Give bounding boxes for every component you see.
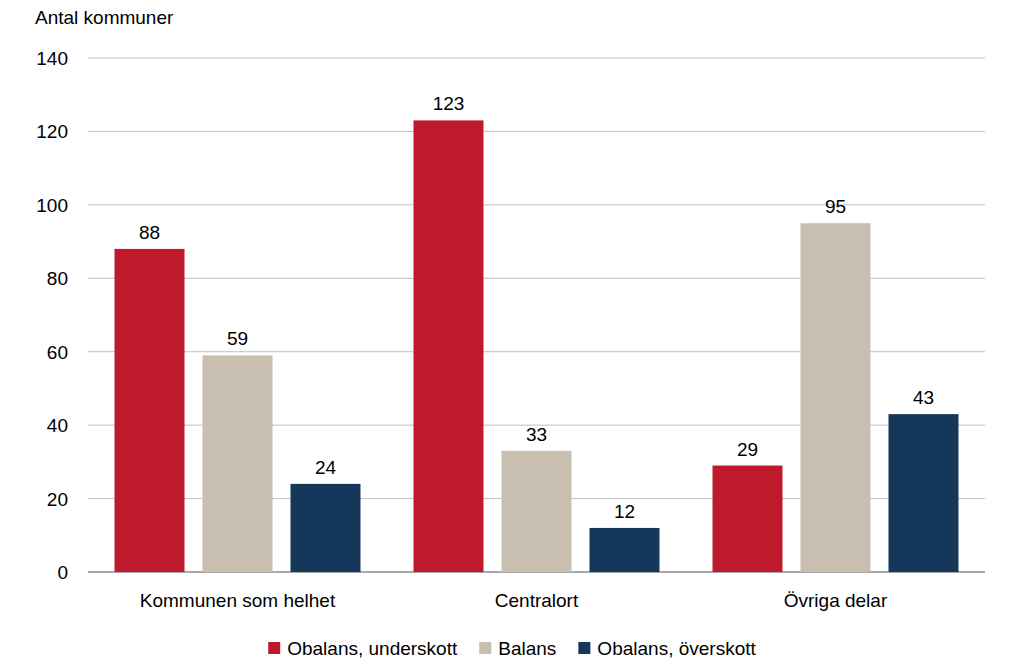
data-label: 12 [614, 501, 635, 522]
bars [115, 120, 959, 572]
bar [713, 466, 783, 572]
legend-label: Obalans, underskott [287, 638, 458, 659]
bar [801, 223, 871, 572]
data-label: 88 [139, 222, 160, 243]
bar [291, 484, 361, 572]
y-tick-label: 80 [47, 268, 68, 289]
data-label: 59 [227, 328, 248, 349]
legend: Obalans, underskott Balans Obalans, översk… [268, 638, 756, 659]
chart: Antal kommuner 0 20 40 60 80 100 120 140 88 59 24 12… [0, 0, 1024, 670]
grid-line [88, 131, 985, 132]
y-tick-label: 60 [47, 342, 68, 363]
y-label: Antal kommuner [35, 7, 174, 28]
data-label: 123 [433, 93, 465, 114]
grid-line [88, 58, 985, 59]
data-label: 33 [526, 424, 547, 445]
data-label: 95 [825, 196, 846, 217]
bar [414, 120, 484, 572]
data-label: 24 [315, 457, 337, 478]
bar [203, 355, 273, 572]
y-tick-label: 0 [57, 562, 68, 583]
y-tick-label: 20 [47, 489, 68, 510]
bar [502, 451, 572, 572]
data-label: 29 [737, 439, 758, 460]
y-tick-label: 100 [36, 195, 68, 216]
legend-swatch [479, 642, 491, 654]
y-tick-label: 40 [47, 415, 68, 436]
grid-line [88, 204, 985, 205]
x-tick-label: Övriga delar [784, 590, 888, 611]
data-label: 43 [913, 387, 934, 408]
x-tick-label: Kommunen som helhet [140, 590, 336, 611]
y-tick-label: 120 [36, 121, 68, 142]
bar [590, 528, 660, 572]
legend-label: Obalans, överskott [597, 638, 756, 659]
bar [115, 249, 185, 572]
legend-swatch [268, 642, 280, 654]
legend-swatch [578, 642, 590, 654]
y-tick-label: 140 [36, 48, 68, 69]
data-labels: 88 59 24 123 33 12 29 95 43 [139, 93, 934, 522]
legend-label: Balans [498, 638, 556, 659]
x-tick-label: Centralort [495, 590, 579, 611]
bar [889, 414, 959, 572]
